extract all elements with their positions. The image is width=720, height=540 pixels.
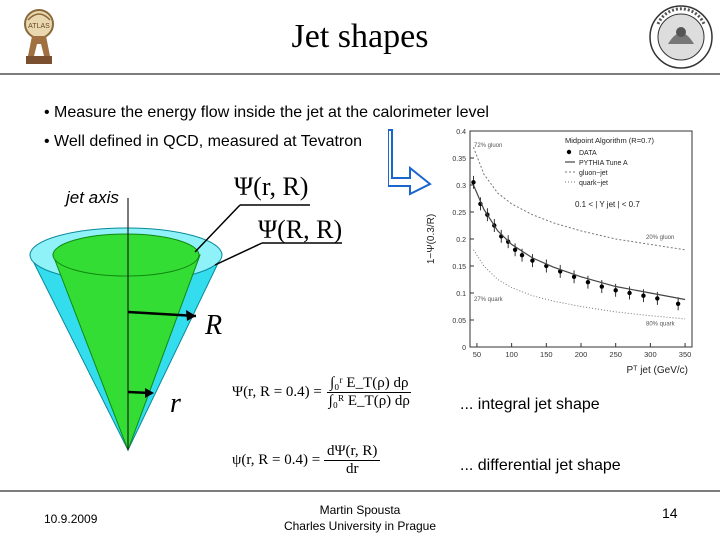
eq2-numerator: dΨ(r, R) <box>323 443 381 461</box>
eq1-numerator: ∫₀ʳ E_T(ρ) dρ <box>327 375 412 393</box>
psi-r-R-label: Ψ(r, R) <box>234 172 309 201</box>
differential-note: ... differential jet shape <box>460 457 621 474</box>
data-point <box>675 301 681 306</box>
footer-affiliation: Charles University in Prague <box>283 519 437 533</box>
data-point <box>471 180 476 185</box>
y-tick-label: 0.2 <box>456 237 466 244</box>
y-tick-label: 0.05 <box>452 318 466 325</box>
x-tick-label: 100 <box>505 350 518 359</box>
chart-annotation: 80% quark <box>646 321 676 327</box>
chart-annotation: 72% gluon <box>474 143 502 149</box>
x-axis-label: Pᵀ jet (GeV/c) <box>626 365 688 376</box>
x-tick-label: 200 <box>575 350 588 359</box>
legend-label: DATA <box>579 150 597 157</box>
x-tick-label: 250 <box>609 350 622 359</box>
data-point <box>585 280 591 285</box>
atlas-logo: ATLAS <box>14 6 64 68</box>
y-tick-label: 0.1 <box>456 291 466 298</box>
data-point <box>571 274 577 279</box>
bullet-list: Measure the energy flow inside the jet a… <box>44 98 489 156</box>
y-tick-label: 0 <box>462 345 466 352</box>
eq1-lhs: Ψ(r, R = 0.4) = <box>232 383 322 400</box>
data-point <box>512 247 518 252</box>
footer-author: Martin Spousta <box>319 503 401 517</box>
integral-note: ... integral jet shape <box>460 396 600 413</box>
x-tick-label: 300 <box>644 350 657 359</box>
data-point <box>641 293 646 298</box>
data-point <box>655 296 660 301</box>
integral-equation: Ψ(r, R = 0.4) = ∫₀ʳ E_T(ρ) dρ ∫₀ᴿ E_T(ρ)… <box>232 375 413 410</box>
title-divider <box>0 73 720 75</box>
x-tick-label: 350 <box>679 350 692 359</box>
data-point <box>530 258 535 263</box>
eq2-lhs: ψ(r, R = 0.4) = <box>232 451 321 468</box>
series-line <box>473 249 686 320</box>
series-line <box>472 184 686 301</box>
data-point <box>519 253 525 258</box>
svg-text:ATLAS: ATLAS <box>28 23 50 30</box>
y-tick-label: 0.25 <box>452 210 466 217</box>
university-seal <box>648 4 714 70</box>
differential-equation: ψ(r, R = 0.4) = dΨ(r, R) dr <box>232 443 381 478</box>
data-point <box>599 284 605 289</box>
jet-axis-label: jet axis <box>66 188 119 207</box>
sub-radius-label: r <box>170 388 181 419</box>
jet-shape-chart: 0 0.05 0.1 0.15 0.2 0.25 0.3 0.35 0.4 50 100 150 200… <box>420 123 710 378</box>
y-tick-label: 0.4 <box>456 129 466 136</box>
page-number: 14 <box>662 505 678 521</box>
y-tick-label: 0.35 <box>452 156 466 163</box>
eq1-denominator: ∫₀ᴿ E_T(ρ) dρ <box>328 393 410 409</box>
jet-cone-diagram <box>29 198 342 452</box>
bullet-item: Well defined in QCD, measured at Tevatro… <box>44 127 489 156</box>
chart-annotation: 27% quark <box>474 297 504 303</box>
eq2-fraction: dΨ(r, R) dr <box>323 443 381 478</box>
plot-frame <box>469 130 693 348</box>
legend-marker <box>566 149 572 155</box>
footer-author-block: Martin Spousta Charles University in Pra… <box>260 502 460 534</box>
data-point <box>613 288 618 293</box>
bullet-item: Measure the energy flow inside the jet a… <box>44 98 489 127</box>
y-tick-label: 0.3 <box>456 183 466 190</box>
slide-title: Jet shapes <box>291 18 429 55</box>
data-point <box>627 290 632 296</box>
cut-label: 0.1 < | Y jet | < 0.7 <box>575 200 640 209</box>
legend-title: Midpoint Algorithm (R=0.7) <box>565 136 654 145</box>
legend-label: PYTHIA Tune A <box>579 160 628 167</box>
chart-annotation: 20% gluon <box>646 235 674 241</box>
x-tick-label: 150 <box>540 350 553 359</box>
pointer-arrow-icon <box>387 126 434 196</box>
y-tick-label: 0.15 <box>452 264 466 271</box>
legend-label: gluon−jet <box>579 170 608 177</box>
footer-date: 10.9.2009 <box>44 512 98 526</box>
footer-divider <box>0 490 720 492</box>
jet-shape-plot: 0 0.05 0.1 0.15 0.2 0.25 0.3 0.35 0.4 50 100 150 200… <box>426 129 693 376</box>
eq1-fraction: ∫₀ʳ E_T(ρ) dρ ∫₀ᴿ E_T(ρ) dρ <box>326 375 413 410</box>
x-tick-label: 50 <box>473 350 481 359</box>
cone-radius-label: R <box>205 310 223 341</box>
eq2-denominator: dr <box>345 461 359 477</box>
legend-label: quark−jet <box>579 180 608 187</box>
series-line <box>473 147 686 251</box>
y-axis-label: 1−Ψ(0.3/R) <box>426 214 437 264</box>
psi-R-R-label: Ψ(R, R) <box>258 215 343 244</box>
